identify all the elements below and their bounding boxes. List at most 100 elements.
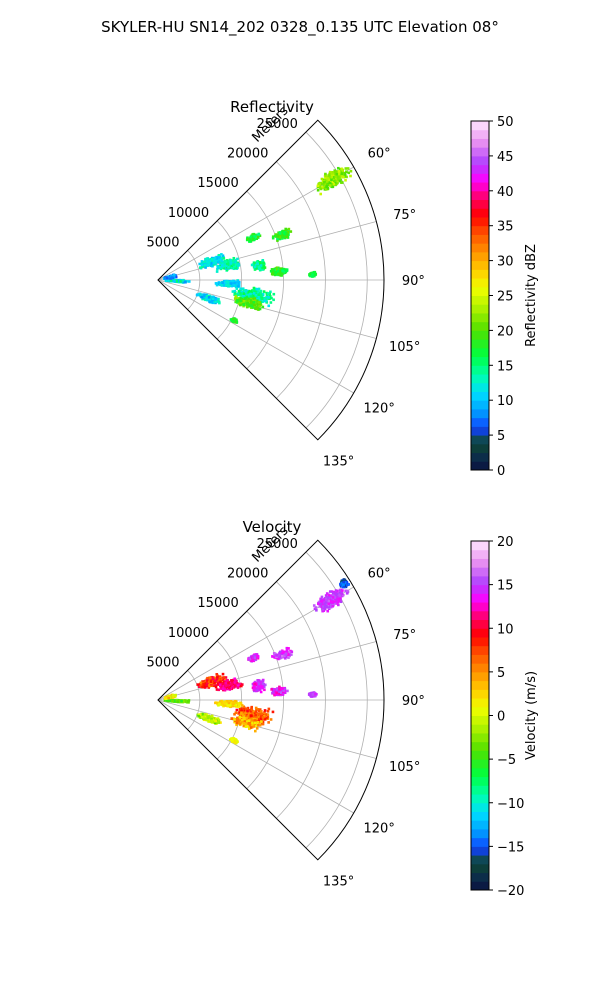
radar-gate [233,265,237,268]
radar-gate [274,271,278,274]
radar-gate [285,268,289,271]
radar-gate [221,262,225,266]
radar-gate [240,707,243,710]
radar-gate [225,264,229,268]
radar-gate [210,261,214,265]
radar-gate [322,186,326,190]
radar-gate [308,273,311,276]
radar-gate [238,684,241,688]
radar-gate [250,705,254,709]
radar-gate [311,693,315,696]
radar-gate [282,267,286,271]
colorbar-tick-label: 15 [497,359,514,374]
radar-gate [256,296,259,299]
radar-gate [237,289,241,293]
radar-gate [266,709,270,713]
radar-gate [239,683,242,686]
radar-gate [234,266,237,269]
radar-gate [249,304,252,307]
echo-mid-ne [251,678,267,694]
colorbar-tick-label: 25 [497,290,514,305]
radar-gate [335,602,338,605]
radar-gate [281,272,284,276]
radar-gate [173,699,176,703]
radar-gate [282,689,285,692]
radar-gate [233,297,237,300]
azimuth-gridline [157,279,354,394]
radar-gate [288,650,291,654]
radar-gate [244,289,248,292]
radar-gate [285,655,288,659]
radar-gate [287,656,290,660]
radar-gate [240,709,243,713]
radar-gate [259,264,263,267]
radar-gate [252,714,256,718]
radar-gate [287,227,291,231]
radar-gate [234,295,238,298]
radar-gate [236,257,239,261]
velocity-grid [157,551,384,849]
radar-gate [278,270,281,273]
radar-gate [249,710,253,714]
radar-gate [319,192,323,196]
radar-gate [330,172,334,176]
radar-gate [167,696,171,700]
radar-gate [236,299,239,302]
radar-gate [238,711,242,714]
radar-gate [286,689,289,693]
radar-gate [215,688,219,691]
radar-gate [246,302,249,305]
radar-gate [278,271,282,275]
radar-gate [342,171,345,175]
echo-upper-band-2 [215,256,241,273]
radar-gate [262,298,266,301]
radar-gate [334,179,338,183]
radar-gate [258,723,262,727]
reflectivity-data [162,166,353,324]
radar-gate [330,598,333,601]
radar-gate [237,292,240,295]
radar-gate [167,279,171,282]
radar-gate [330,178,333,182]
radar-gate [322,598,326,601]
echo-lower-small [229,317,239,324]
radar-gate [251,305,254,308]
radar-gate [214,684,218,687]
radar-gate [233,289,237,293]
radar-gate [258,234,262,238]
radar-gate [252,292,256,295]
echo-near-band [163,698,191,704]
radar-gate [236,284,240,288]
radial-tick-label: 15000 [197,176,238,191]
echo-lower-blob [195,292,221,305]
radar-gate [271,235,275,238]
radar-gate [332,176,336,179]
radar-gate [201,297,204,301]
radar-gate [284,269,288,273]
radar-gate [229,282,233,285]
radar-gate [255,717,259,721]
radar-gate [222,257,226,260]
radar-gate [337,166,340,170]
radar-gate [216,267,219,271]
radar-gate [337,603,340,607]
radar-gate [222,279,226,283]
radar-gate [271,236,275,240]
colorbar-band [471,417,489,427]
radar-gate [215,270,219,273]
radar-gate [234,320,238,324]
colorbar-band [471,304,489,314]
radar-gate [233,718,236,721]
colorbar-band [471,147,489,157]
radar-gate [339,597,342,600]
radar-gate [239,287,242,291]
radar-gate [261,682,265,686]
colorbar-band [471,269,489,279]
radar-gate [259,289,263,293]
colorbar-band [471,278,489,288]
radar-gate [251,238,254,242]
radar-gate [229,280,233,283]
radar-gate [329,605,333,609]
radar-gate [251,294,254,297]
radar-gate [319,597,323,601]
